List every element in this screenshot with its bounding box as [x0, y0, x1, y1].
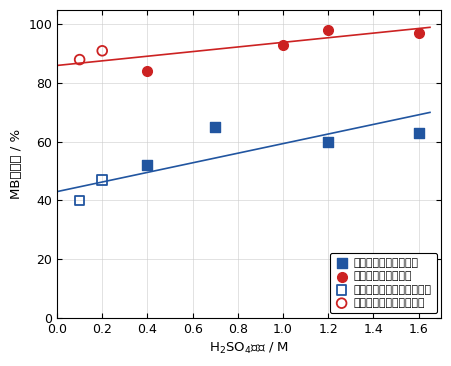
熱処理材（ルチル）: [144, 68, 151, 74]
未熱処理材（ルチル）: [415, 130, 422, 136]
熱処理材（ルチル）: [280, 42, 287, 48]
熱処理材（ルチル）: [415, 30, 422, 36]
未熱処理材（ルチル）: [212, 124, 219, 130]
熱処理材（ルチル）: [325, 27, 332, 33]
Y-axis label: MB分解率 / %: MB分解率 / %: [10, 129, 23, 199]
未熱処理材（ルチル）: [144, 162, 151, 168]
X-axis label: H$_2$SO$_4$濃度 / M: H$_2$SO$_4$濃度 / M: [209, 341, 289, 356]
熱処理材（アナタース）: [99, 48, 106, 54]
Legend: 未熱処理材（ルチル）, 熱処理材（ルチル）, 未熱処理材（アナタース）, 熱処理材（アナタース）: 未熱処理材（ルチル）, 熱処理材（ルチル）, 未熱処理材（アナタース）, 熱処理…: [330, 253, 437, 313]
未熱処理材（アナタース）: [99, 177, 106, 183]
熱処理材（アナタース）: [76, 57, 83, 63]
未熱処理材（アナタース）: [76, 198, 83, 203]
未熱処理材（ルチル）: [325, 139, 332, 145]
